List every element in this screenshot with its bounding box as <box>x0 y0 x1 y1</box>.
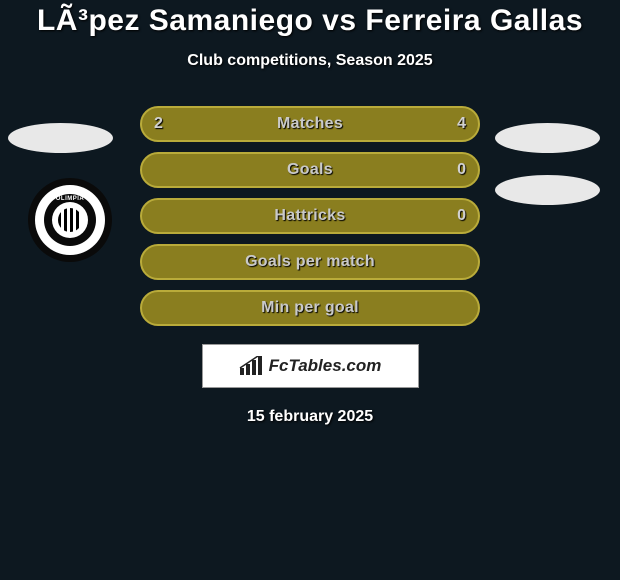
stat-bar-matches: 2 Matches 4 <box>140 106 480 142</box>
bar-chart-icon <box>239 356 263 376</box>
stat-label: Goals <box>287 161 333 179</box>
stat-bar-min-per-goal: Min per goal <box>140 290 480 326</box>
stat-label: Min per goal <box>261 299 359 317</box>
stat-bar-hattricks: Hattricks 0 <box>140 198 480 234</box>
stat-right-value: 0 <box>457 207 466 225</box>
stat-row: Goals 0 <box>0 152 620 188</box>
stat-row: Hattricks 0 <box>0 198 620 234</box>
comparison-title: LÃ³pez Samaniego vs Ferreira Gallas <box>0 4 620 38</box>
stat-right-value: 0 <box>457 161 466 179</box>
stat-label: Hattricks <box>274 207 345 225</box>
stat-bar-goals: Goals 0 <box>140 152 480 188</box>
stat-bar-goals-per-match: Goals per match <box>140 244 480 280</box>
stat-left-value: 2 <box>154 115 163 133</box>
stat-right-value: 4 <box>457 115 466 133</box>
stat-row: 2 Matches 4 <box>0 106 620 142</box>
stat-row: Goals per match <box>0 244 620 280</box>
snapshot-date: 15 february 2025 <box>0 408 620 426</box>
stat-label: Goals per match <box>245 253 375 271</box>
stat-label: Matches <box>277 115 343 133</box>
comparison-subtitle: Club competitions, Season 2025 <box>0 52 620 70</box>
stats-container: 2 Matches 4 Goals 0 Hattricks 0 Goals pe… <box>0 106 620 326</box>
brand-badge: FcTables.com <box>202 344 419 388</box>
brand-text: FcTables.com <box>269 356 382 376</box>
stat-row: Min per goal <box>0 290 620 326</box>
